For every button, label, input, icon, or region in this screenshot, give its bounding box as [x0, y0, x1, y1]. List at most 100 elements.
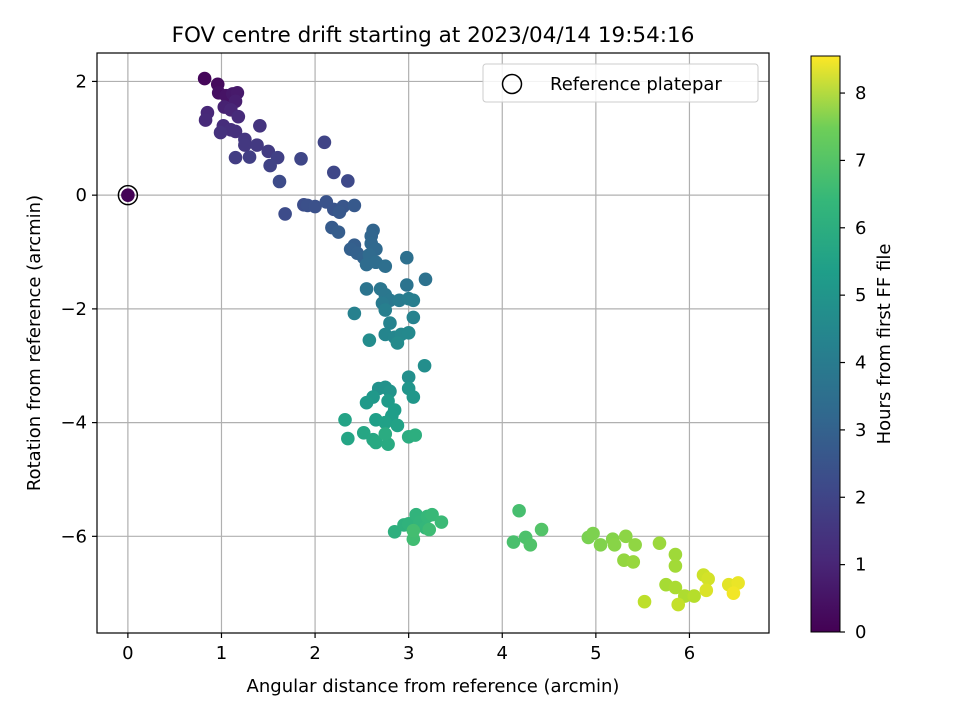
legend-box	[482, 63, 759, 103]
data-point	[253, 118, 267, 133]
legend: Reference platepar	[482, 63, 759, 103]
data-point	[408, 428, 423, 442]
y-tick-label: −2	[60, 299, 87, 320]
data-point	[331, 225, 346, 239]
data-point	[250, 138, 264, 152]
data-point	[626, 555, 641, 569]
data-point	[607, 538, 622, 552]
y-tick-label: 0	[76, 185, 87, 206]
data-point	[121, 188, 135, 202]
data-point	[362, 333, 377, 347]
colorbar-tick-label: 4	[855, 353, 866, 374]
x-tick-label: 4	[497, 643, 508, 664]
data-point	[341, 431, 355, 446]
data-point	[619, 529, 633, 544]
x-tick-label: 1	[216, 643, 227, 664]
data-point	[731, 576, 745, 590]
data-point	[332, 205, 347, 220]
x-tick-label: 2	[309, 643, 320, 664]
data-point	[242, 150, 257, 164]
data-point	[378, 303, 393, 317]
data-point	[378, 259, 393, 274]
legend-entry-reference: Reference platepar	[550, 74, 722, 95]
y-axis-ticks: 2 0 −2 −4 −6	[60, 71, 97, 547]
y-tick-label: −4	[60, 413, 87, 434]
data-point	[726, 586, 741, 600]
data-point	[263, 158, 277, 173]
data-point	[418, 272, 433, 287]
x-tick-label: 0	[122, 643, 133, 664]
data-point	[701, 572, 715, 586]
data-point	[213, 125, 228, 140]
data-point	[359, 395, 374, 410]
data-point	[272, 174, 287, 189]
data-point	[406, 390, 421, 404]
data-point	[347, 198, 362, 213]
data-point	[523, 538, 538, 552]
data-point	[197, 71, 212, 86]
data-point	[317, 135, 332, 150]
colorbar-gradient	[810, 55, 841, 633]
y-tick-label: 2	[76, 71, 87, 92]
y-tick-label: −6	[60, 526, 87, 547]
data-point	[347, 306, 362, 321]
colorbar-ticks: 0 1 2 3 4 5 6 7 8	[840, 83, 866, 643]
x-tick-label: 6	[684, 643, 695, 664]
data-point	[231, 109, 246, 124]
x-axis-label: Angular distance from reference (arcmin)	[247, 676, 620, 697]
data-points	[121, 71, 745, 612]
data-point	[512, 503, 526, 518]
x-tick-label: 3	[403, 643, 414, 664]
data-point	[586, 526, 600, 541]
colorbar-tick-label: 8	[855, 83, 866, 104]
x-tick-label: 5	[590, 643, 601, 664]
data-point	[390, 336, 405, 350]
data-point	[434, 515, 449, 529]
data-point	[228, 124, 243, 139]
colorbar-tick-label: 7	[855, 150, 866, 171]
data-point	[381, 437, 395, 452]
data-point	[198, 113, 213, 127]
colorbar-tick-label: 2	[855, 487, 866, 508]
data-point	[383, 316, 397, 330]
data-point	[422, 522, 437, 537]
data-point	[399, 250, 414, 265]
x-axis-ticks: 0 1 2 3 4 5 6	[122, 633, 695, 664]
data-point	[652, 536, 667, 550]
data-point	[668, 580, 683, 595]
colorbar-tick-label: 3	[855, 420, 866, 441]
data-point	[378, 427, 393, 441]
plot-frame	[96, 52, 770, 634]
data-point	[637, 594, 652, 609]
data-point	[699, 583, 714, 598]
data-point	[338, 412, 352, 427]
data-point	[668, 547, 683, 562]
data-point	[294, 151, 308, 166]
data-point	[326, 165, 341, 180]
data-point	[534, 522, 549, 537]
data-point	[506, 535, 521, 549]
data-point	[425, 507, 439, 522]
data-point	[668, 559, 683, 573]
data-point	[628, 538, 642, 552]
reference-marker	[117, 184, 139, 206]
colorbar-tick-label: 0	[855, 622, 866, 643]
colorbar-tick-label: 6	[855, 218, 866, 239]
colorbar-tick-label: 5	[855, 285, 866, 306]
data-point	[359, 282, 374, 296]
data-point	[401, 370, 416, 384]
data-point	[401, 325, 416, 340]
data-point	[671, 597, 686, 612]
y-axis-label: Rotation from reference (arcmin)	[24, 195, 45, 491]
data-point	[406, 310, 421, 325]
data-point	[356, 426, 371, 440]
data-point	[687, 589, 701, 603]
data-point	[387, 524, 402, 539]
data-point	[406, 293, 421, 308]
data-point	[593, 538, 608, 552]
chart-title: FOV centre drift starting at 2023/04/14 …	[172, 23, 695, 48]
data-point	[228, 150, 243, 165]
data-point	[406, 523, 421, 538]
grid	[97, 53, 769, 633]
